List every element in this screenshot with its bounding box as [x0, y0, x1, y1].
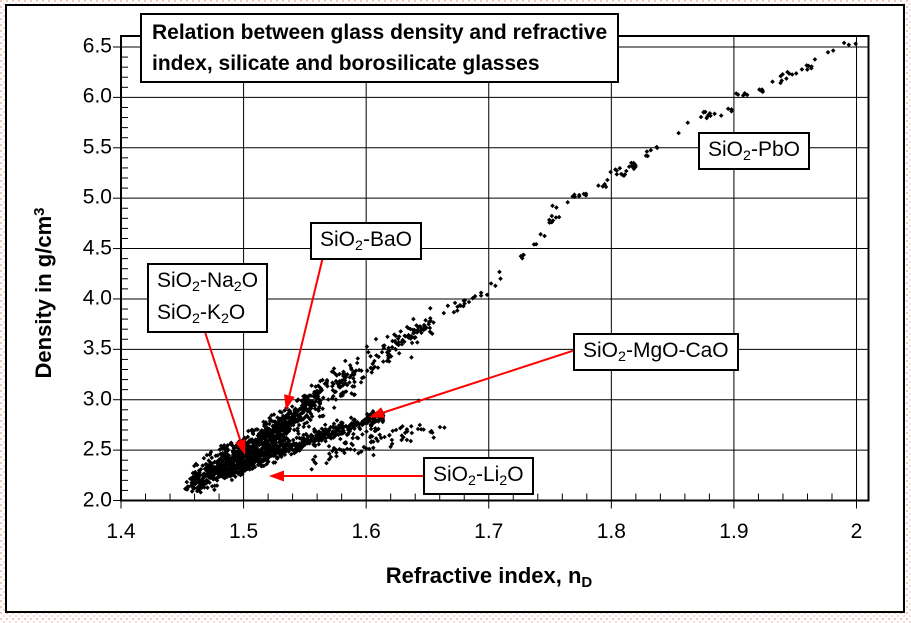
annotation-arrowhead-li	[268, 470, 284, 482]
series-main-band	[190, 306, 436, 495]
annotation-arrow-nak	[204, 331, 242, 441]
series-pbo-line	[399, 40, 858, 347]
annotation-arrow-bao	[288, 257, 324, 396]
annotation-arrow-mgo	[382, 349, 574, 414]
plot-frame	[120, 35, 870, 502]
grid-layer	[121, 36, 869, 501]
tick-layer	[113, 46, 857, 509]
series-mgo-cao	[237, 407, 386, 477]
annotation-arrowhead-nak	[235, 438, 246, 455]
plot-frame-rect	[120, 35, 870, 502]
annotation-arrowhead-mgo	[368, 407, 385, 418]
scatter-layer	[183, 40, 858, 495]
annotation-arrowhead-bao	[284, 394, 295, 411]
series-li-low	[183, 450, 280, 492]
arrow-layer	[204, 257, 574, 482]
